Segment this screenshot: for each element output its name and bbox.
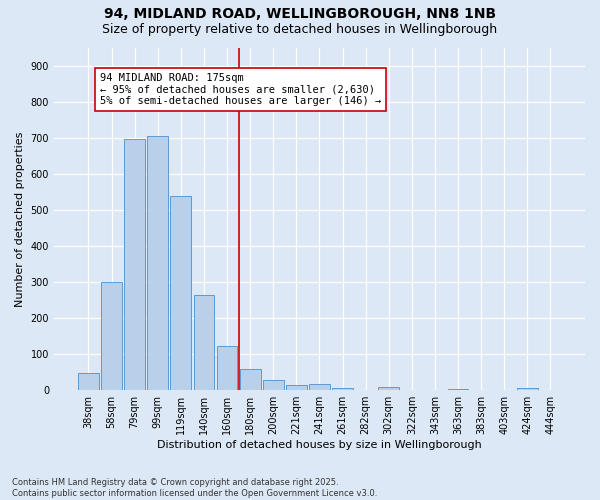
Text: 94 MIDLAND ROAD: 175sqm
← 95% of detached houses are smaller (2,630)
5% of semi-: 94 MIDLAND ROAD: 175sqm ← 95% of detache… xyxy=(100,73,381,106)
Bar xyxy=(148,136,168,390)
Text: Size of property relative to detached houses in Wellingborough: Size of property relative to detached ho… xyxy=(103,22,497,36)
Bar xyxy=(217,346,238,390)
Y-axis label: Number of detached properties: Number of detached properties xyxy=(15,131,25,306)
Bar xyxy=(194,296,214,390)
Bar xyxy=(263,380,284,390)
Bar xyxy=(240,368,260,390)
Bar xyxy=(309,384,330,390)
Text: Contains HM Land Registry data © Crown copyright and database right 2025.
Contai: Contains HM Land Registry data © Crown c… xyxy=(12,478,377,498)
Bar xyxy=(517,388,538,390)
Bar xyxy=(124,140,145,390)
Bar xyxy=(286,385,307,390)
Bar xyxy=(101,282,122,390)
X-axis label: Distribution of detached houses by size in Wellingborough: Distribution of detached houses by size … xyxy=(157,440,482,450)
Bar xyxy=(170,196,191,390)
Bar xyxy=(78,374,99,390)
Bar xyxy=(379,388,399,390)
Text: 94, MIDLAND ROAD, WELLINGBOROUGH, NN8 1NB: 94, MIDLAND ROAD, WELLINGBOROUGH, NN8 1N… xyxy=(104,8,496,22)
Bar xyxy=(332,388,353,390)
